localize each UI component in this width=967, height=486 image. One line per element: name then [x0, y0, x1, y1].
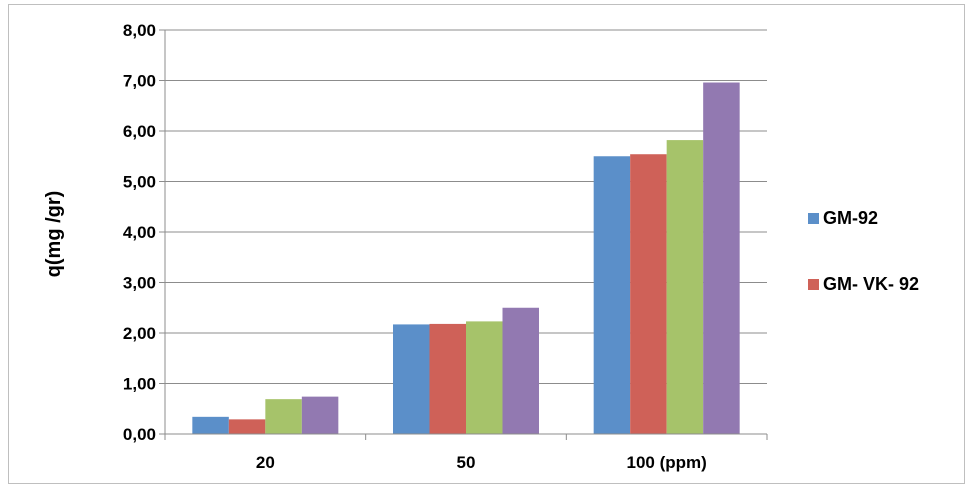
bar — [630, 154, 667, 435]
x-tick-label: 20 — [256, 453, 275, 472]
bar — [502, 307, 539, 434]
y-tick-label: 6,00 — [123, 122, 156, 141]
y-tick-label: 3,00 — [123, 274, 156, 293]
x-tick-label: 100 (ppm) — [627, 453, 707, 472]
legend-label: GM-92 — [823, 208, 878, 228]
tick-labels: 0,00 1,00 2,00 3,00 4,00 5,00 6,00 7,00 8,00 20 50… — [123, 21, 707, 472]
y-tick-label: 8,00 — [123, 21, 156, 40]
legend-swatch — [808, 213, 819, 224]
bar — [593, 156, 631, 434]
legend-swatch — [808, 279, 819, 290]
bars — [192, 82, 740, 435]
x-tick-label: 50 — [457, 453, 476, 472]
bar — [265, 399, 302, 434]
legend-label: GM- VK- 92 — [823, 274, 919, 294]
y-tick-label: 0,00 — [123, 425, 156, 444]
bar — [228, 419, 266, 434]
chart-frame — [8, 4, 965, 484]
bar — [703, 82, 740, 435]
y-tick-label: 4,00 — [123, 223, 156, 242]
y-tick-label: 1,00 — [123, 375, 156, 394]
bar — [192, 416, 229, 434]
y-axis-title: q(mg /gr) — [43, 191, 65, 278]
legend: GM-92 GM- VK- 92 — [808, 208, 919, 294]
y-tick-label: 2,00 — [123, 324, 156, 343]
axes — [159, 29, 768, 440]
bar — [393, 324, 430, 434]
bar — [666, 140, 704, 434]
bar — [301, 396, 339, 434]
bar — [429, 323, 466, 434]
y-tick-label: 7,00 — [123, 72, 156, 91]
bar — [466, 321, 503, 434]
y-tick-label: 5,00 — [123, 173, 156, 192]
